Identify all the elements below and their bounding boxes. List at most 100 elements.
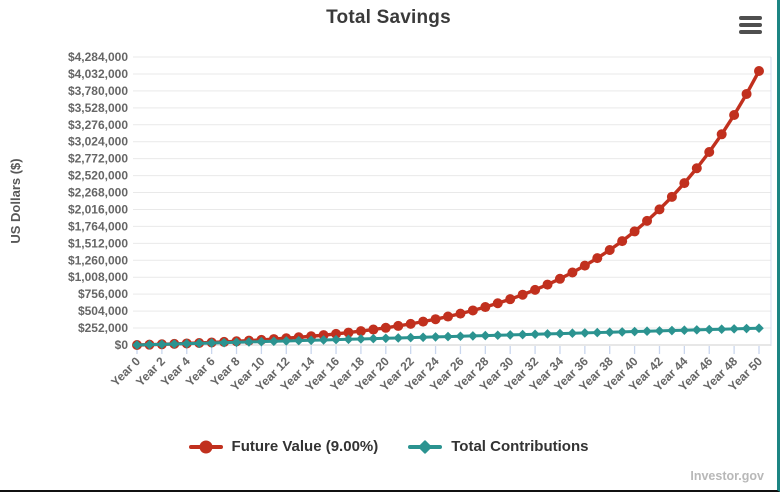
total-contributions-point: [343, 334, 354, 345]
future-value-point: [430, 314, 441, 325]
future-value-point: [716, 129, 727, 140]
total-contributions-point: [381, 333, 391, 344]
total-contributions-point: [679, 325, 690, 336]
y-tick-label: $1,260,000: [68, 253, 128, 267]
future-value-point: [679, 178, 690, 189]
future-value-point: [554, 273, 565, 284]
chart-title: Total Savings: [326, 7, 451, 28]
future-value-point: [691, 163, 702, 174]
total-contributions-point: [219, 337, 229, 348]
total-contributions-point: [269, 336, 279, 347]
total-contributions-point: [567, 328, 578, 339]
total-contributions-point: [356, 334, 366, 344]
total-contributions-point: [667, 325, 677, 336]
total-contributions-point: [455, 331, 466, 342]
y-tick-label: $4,284,000: [68, 50, 128, 64]
future-value-point: [405, 318, 416, 329]
series-line-future-value: [136, 70, 761, 347]
future-value-point: [642, 215, 653, 226]
future-value-point: [368, 324, 379, 335]
total-contributions-point: [654, 326, 665, 336]
future-value-point: [492, 298, 503, 309]
total-contributions-point: [617, 327, 627, 337]
future-value-point: [355, 326, 366, 337]
future-value-point: [704, 146, 715, 157]
y-tick-label: $3,276,000: [68, 118, 128, 132]
total-contributions-point: [729, 324, 739, 334]
legend-label-total-contributions: Total Contributions: [451, 438, 589, 455]
future-value-marker-icon: [188, 440, 223, 453]
future-value-point: [443, 311, 453, 322]
total-contributions-point: [542, 329, 553, 339]
investor-gov-watermark-link[interactable]: Investor.gov: [690, 469, 764, 483]
future-value-point: [629, 226, 640, 237]
future-value-point: [530, 284, 541, 295]
y-tick-label: $2,520,000: [68, 169, 128, 183]
total-contributions-point: [555, 328, 565, 339]
total-contributions-point: [181, 338, 192, 349]
future-value-point: [604, 244, 615, 255]
legend-item-future-value[interactable]: Future Value (9.00%): [188, 438, 379, 455]
total-contributions-marker-icon: [408, 439, 443, 454]
future-value-point: [418, 316, 429, 327]
future-value-point: [592, 253, 603, 264]
y-tick-label: $756,000: [78, 287, 128, 301]
total-contributions-point: [492, 330, 503, 341]
total-contributions-point: [281, 336, 292, 346]
y-axis-title: US Dollars ($): [8, 158, 23, 243]
future-value-point: [393, 320, 404, 331]
total-contributions-point: [132, 340, 142, 350]
future-value-point: [505, 294, 516, 305]
hamburger-icon: [739, 16, 762, 20]
total-contributions-point: [517, 329, 528, 340]
y-tick-label: $3,780,000: [68, 84, 128, 98]
total-savings-line-chart: $0 $252,000 $504,000 $756,000 $1,008,000 $1,2…: [8, 50, 772, 394]
future-value-point: [654, 204, 665, 215]
chart-menu-button[interactable]: [739, 16, 762, 34]
future-value-point: [318, 330, 329, 341]
total-contributions-point: [480, 330, 491, 341]
y-tick-label: $504,000: [78, 304, 128, 318]
future-value-point: [331, 328, 342, 339]
future-value-point: [517, 289, 528, 300]
future-value-point: [754, 66, 764, 77]
total-contributions-point: [443, 331, 453, 342]
future-value-point: [480, 302, 491, 313]
future-value-point: [579, 260, 590, 271]
hamburger-icon: [739, 23, 762, 27]
y-tick-label: $1,008,000: [68, 270, 128, 284]
total-contributions-point: [430, 332, 441, 342]
y-tick-label: $4,032,000: [68, 67, 128, 81]
future-value-point: [455, 308, 466, 319]
total-contributions-point: [293, 335, 304, 346]
hamburger-icon: [739, 30, 762, 34]
y-tick-label: $3,024,000: [68, 135, 128, 149]
total-contributions-point: [206, 338, 217, 348]
y-tick-label: $1,512,000: [68, 236, 128, 250]
total-contributions-point: [244, 337, 254, 347]
total-contributions-point: [754, 323, 764, 333]
future-value-point: [741, 88, 752, 99]
total-contributions-point: [256, 336, 267, 347]
y-tick-label: $0: [115, 338, 129, 352]
y-tick-label: $3,528,000: [68, 101, 128, 115]
future-value-point: [542, 279, 553, 290]
total-contributions-point: [144, 339, 155, 350]
y-tick-label: $252,000: [78, 321, 128, 335]
future-value-point: [666, 191, 677, 202]
legend-item-total-contributions[interactable]: Total Contributions: [408, 438, 588, 455]
total-contributions-point: [405, 332, 416, 343]
total-contributions-point: [318, 335, 329, 345]
total-contributions-point: [505, 330, 515, 340]
total-contributions-point: [604, 327, 615, 338]
total-contributions-point: [716, 324, 727, 335]
total-contributions-point: [741, 323, 752, 334]
total-contributions-point: [368, 333, 379, 344]
total-contributions-point: [331, 334, 341, 345]
legend-label-future-value: Future Value (9.00%): [231, 438, 379, 455]
y-tick-label: $2,016,000: [68, 202, 128, 216]
total-contributions-point: [692, 325, 702, 335]
chart-legend: Future Value (9.00%) Total Contributions: [0, 438, 777, 455]
future-value-point: [343, 327, 354, 338]
